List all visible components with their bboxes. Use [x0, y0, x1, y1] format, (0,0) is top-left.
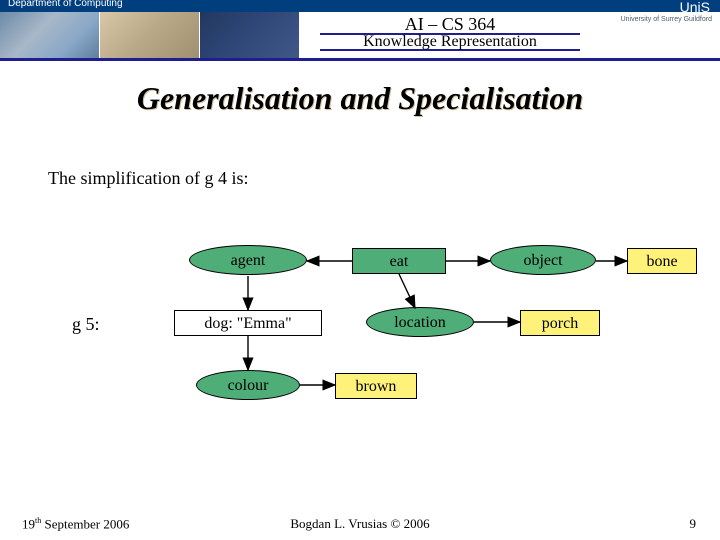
node-brown: brown — [335, 373, 417, 399]
node-colour: colour — [196, 370, 300, 400]
node-object: object — [490, 245, 596, 275]
slide-footer: 19th September 2006 Bogdan L. Vrusias © … — [0, 512, 720, 532]
header-photo-strip — [0, 12, 300, 58]
header-photo — [0, 12, 100, 58]
header-title-wrap: AI – CS 364 Knowledge Representation — [300, 12, 600, 58]
g5-label: g 5: — [72, 314, 100, 335]
logo-text: UniS — [680, 0, 710, 15]
course-code: AI – CS 364 — [300, 14, 600, 35]
header-photo — [100, 12, 200, 58]
node-eat: eat — [352, 248, 446, 274]
footer-author: Bogdan L. Vrusias © 2006 — [0, 516, 720, 532]
department-label: Department of Computing — [8, 0, 123, 9]
header-photo — [200, 12, 300, 58]
university-logo: UniS University of Surrey Guildford — [610, 0, 720, 58]
slide-title: Generalisation and Specialisation — [0, 80, 720, 117]
node-bone: bone — [627, 248, 697, 274]
slide-header: Department of Computing AI – CS 364 Know… — [0, 0, 720, 58]
logo-subtext: University of Surrey Guildford — [621, 16, 712, 24]
node-location: location — [366, 307, 474, 337]
node-dog: dog: "Emma" — [174, 310, 322, 336]
body-text: The simplification of g 4 is: — [48, 168, 248, 189]
node-porch: porch — [520, 310, 600, 336]
node-agent: agent — [189, 245, 307, 275]
header-rule — [0, 58, 720, 61]
footer-page-number: 9 — [690, 516, 697, 532]
